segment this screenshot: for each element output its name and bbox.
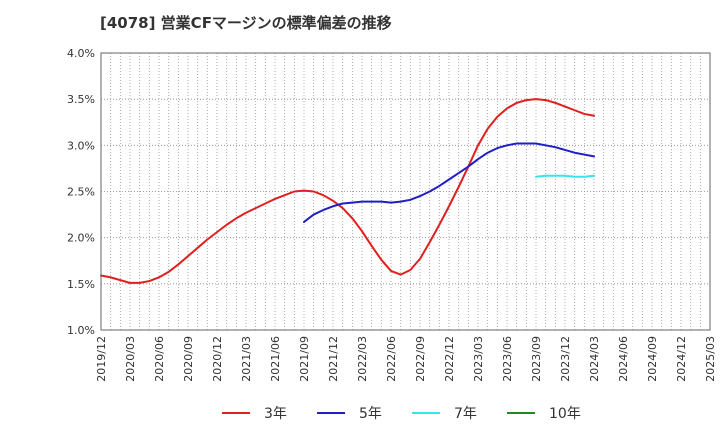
plot-area	[101, 53, 710, 330]
x-tick-label: 2022/12	[443, 336, 456, 382]
axes: 1.0% 1.5% 2.0% 2.5% 3.0% 3.5% 4.0% 2019/12 2020/…	[67, 47, 717, 382]
x-tick-label: 2024/09	[646, 336, 659, 382]
x-tick-label: 2021/09	[298, 336, 311, 382]
y-tick-label: 2.5%	[67, 186, 95, 199]
x-tick-label: 2022/03	[356, 336, 369, 382]
plot-frame	[100, 52, 711, 331]
x-tick-label: 2023/09	[530, 336, 543, 382]
legend-label: 3年	[264, 406, 287, 422]
legend-label: 10年	[549, 406, 581, 422]
x-tick-label: 2025/03	[704, 336, 717, 382]
series-line-3年	[100, 98, 595, 284]
chart-title: [4078] 営業CFマージンの標準偏差の推移	[100, 14, 392, 32]
x-tick-label: 2020/12	[211, 336, 224, 382]
y-tick-label: 1.5%	[67, 278, 95, 291]
x-tick-label: 2022/06	[385, 336, 398, 382]
x-tick-label: 2020/06	[153, 336, 166, 382]
legend-label: 5年	[359, 406, 382, 422]
x-tick-label: 2023/03	[472, 336, 485, 382]
x-tick-label: 2023/06	[501, 336, 514, 382]
series-line-5年	[303, 142, 595, 223]
x-tick-label: 2021/12	[327, 336, 340, 382]
x-tick-label: 2024/12	[675, 336, 688, 382]
x-tick-label: 2022/09	[414, 336, 427, 382]
x-tick-label: 2024/03	[588, 336, 601, 382]
x-tick-label: 2021/06	[269, 336, 282, 382]
y-tick-label: 3.0%	[67, 139, 95, 152]
y-tick-label: 4.0%	[67, 47, 95, 60]
x-tick-label: 2021/03	[240, 336, 253, 382]
y-tick-label: 2.0%	[67, 232, 95, 245]
legend: 3年 5年 7年 10年	[222, 406, 581, 422]
series-line-7年	[535, 174, 595, 178]
y-tick-label: 1.0%	[67, 324, 95, 337]
x-tick-label: 2020/03	[124, 336, 137, 382]
series-lines	[100, 98, 595, 284]
plot-background	[101, 53, 710, 330]
x-tick-label: 2020/09	[182, 336, 195, 382]
x-tick-label: 2024/06	[617, 336, 630, 382]
legend-label: 7年	[454, 406, 477, 422]
x-tick-label: 2023/12	[559, 336, 572, 382]
x-tick-label: 2019/12	[95, 336, 108, 382]
y-tick-label: 3.5%	[67, 93, 95, 106]
